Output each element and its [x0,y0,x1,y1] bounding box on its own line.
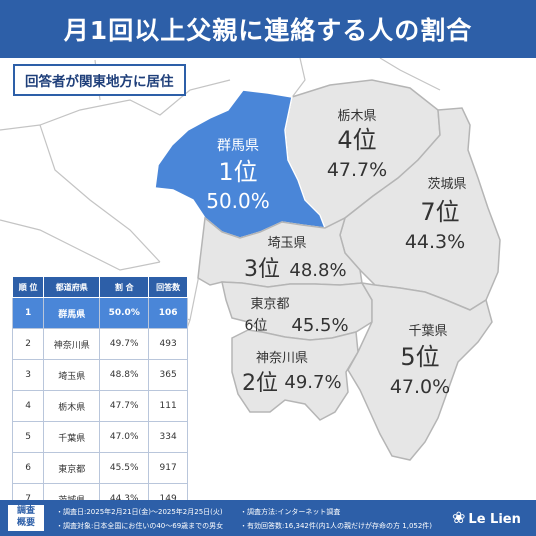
col-header-ratio: 割 合 [99,276,150,298]
label-saitama-name: 埼玉県 [267,236,306,251]
label-tochigi-pct: 47.7% [327,159,387,181]
label-tochigi-rank: 4位 [337,126,376,154]
label-tokyo-rank: 6位 [245,318,268,334]
survey-responses: ・有効回答数:16,342件(内1人の親だけが存命の方 1,052件) [240,522,433,530]
survey-label: 調査 概要 [8,505,44,531]
survey-period: ・調査日:2025年2月21日(金)～2025年2月25日(火) [56,508,223,516]
label-kanagawa-rank: 2位 [242,371,278,396]
region-badge: 回答者が関東地方に居住 [13,64,186,96]
label-gunma-rank: 1位 [218,158,257,186]
label-chiba-rank: 5位 [400,343,439,371]
region-tokyo [221,281,373,341]
label-gunma-name: 群馬県 [217,138,259,154]
ranking-table: 順 位 都道府県 割 合 回答数 1 群馬県 50.0% 106 2 神奈川県 … [11,276,188,515]
table-row: 6 東京都 45.5% 917 [11,452,188,484]
label-kanagawa-name: 神奈川県 [256,351,308,366]
brand-logo: ❀ Le Lien [452,508,521,527]
table-row: 1 群馬県 50.0% 106 [11,297,188,329]
label-tokyo-name: 東京都 [250,296,289,312]
survey-method: ・調査方法:インターネット調査 [240,508,341,516]
label-chiba-name: 千葉県 [408,324,447,339]
page-title: 月1回以上父親に連絡する人の割合 [0,0,536,58]
kanto-map: 群馬県 1位 50.0% 栃木県 4位 47.7% 茨城県 7位 44.3% 埼… [0,58,501,500]
label-ibaraki-pct: 44.3% [405,231,465,253]
label-tokyo-pct: 45.5% [291,315,348,336]
region-kanagawa [231,329,359,421]
survey-footer: 調査 概要 ・調査日:2025年2月21日(金)～2025年2月25日(火) ・… [0,500,536,536]
label-kanagawa-pct: 49.7% [284,372,341,393]
label-tochigi-name: 栃木県 [337,109,376,124]
col-header-responses: 回答数 [148,276,188,298]
region-chiba [347,282,493,461]
label-saitama-pct: 48.8% [289,260,346,281]
table-row: 3 埼玉県 48.8% 365 [11,359,188,391]
label-saitama-rank: 3位 [244,257,280,282]
region-saitama [197,216,363,288]
label-ibaraki-rank: 7位 [420,198,459,226]
table-row: 5 千葉県 47.0% 334 [11,421,188,453]
survey-target: ・調査対象:日本全国にお住いの40～69歳までの男女 [56,522,224,530]
leaf-logo-icon: ❀ [452,508,466,527]
table-row: 2 神奈川県 49.7% 493 [11,328,188,360]
table-row: 4 栃木県 47.7% 111 [11,390,188,422]
col-header-prefecture: 都道府県 [43,276,101,298]
label-chiba-pct: 47.0% [390,376,450,398]
col-header-rank: 順 位 [11,276,45,298]
label-gunma-pct: 50.0% [206,189,270,213]
label-ibaraki-name: 茨城県 [427,177,466,192]
